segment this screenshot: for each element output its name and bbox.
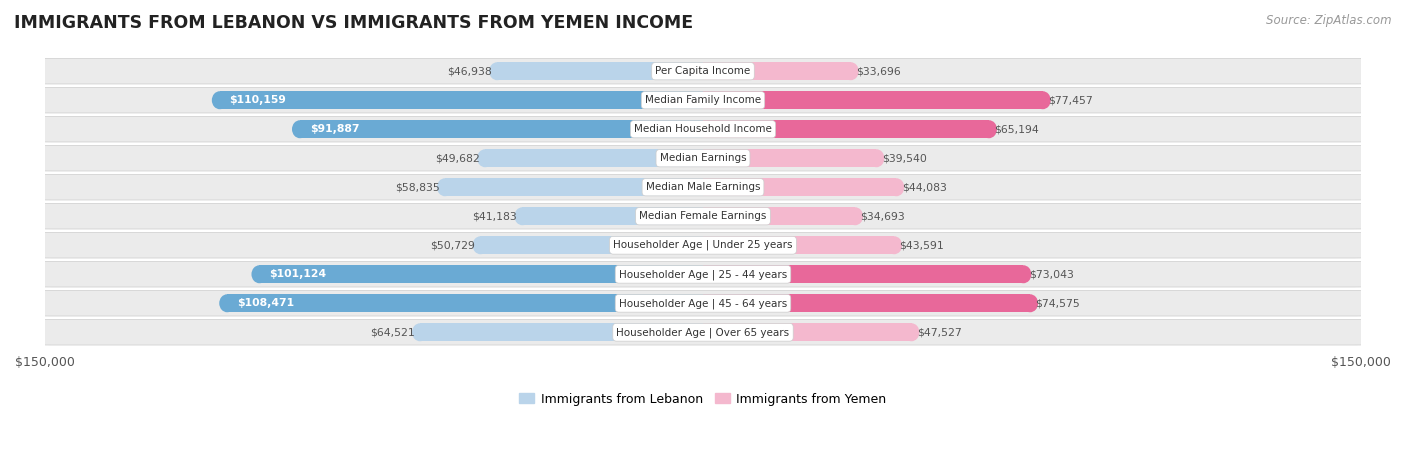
FancyBboxPatch shape [38,87,1368,113]
Text: $58,835: $58,835 [395,182,440,192]
Text: $73,043: $73,043 [1029,269,1074,279]
FancyBboxPatch shape [38,145,1368,171]
Text: $47,527: $47,527 [917,327,962,337]
Ellipse shape [1015,265,1032,283]
Text: $101,124: $101,124 [269,269,326,279]
Bar [498,62,703,80]
Ellipse shape [848,207,863,225]
Text: IMMIGRANTS FROM LEBANON VS IMMIGRANTS FROM YEMEN INCOME: IMMIGRANTS FROM LEBANON VS IMMIGRANTS FR… [14,14,693,32]
Ellipse shape [886,236,903,254]
Text: $64,521: $64,521 [370,327,415,337]
Ellipse shape [869,149,884,167]
FancyBboxPatch shape [38,204,1368,229]
Text: $50,729: $50,729 [430,240,475,250]
Bar [703,236,894,254]
Text: $44,083: $44,083 [901,182,946,192]
Ellipse shape [437,178,453,196]
Bar [259,265,703,283]
Ellipse shape [844,62,859,80]
Text: Householder Age | 45 - 64 years: Householder Age | 45 - 64 years [619,298,787,309]
Bar [703,149,876,167]
Bar [703,265,1024,283]
Ellipse shape [292,120,308,138]
Bar [481,236,703,254]
Ellipse shape [981,120,997,138]
Text: $46,938: $46,938 [447,66,492,76]
Text: Per Capita Income: Per Capita Income [655,66,751,76]
Text: $110,159: $110,159 [229,95,287,105]
Bar [703,294,1031,312]
Ellipse shape [515,207,530,225]
Text: Source: ZipAtlas.com: Source: ZipAtlas.com [1267,14,1392,27]
Bar [703,178,897,196]
Bar [703,120,988,138]
Bar [485,149,703,167]
Ellipse shape [904,323,920,341]
Bar [444,178,703,196]
Text: $91,887: $91,887 [309,124,360,134]
Bar [703,91,1043,109]
Bar [299,120,703,138]
Bar [228,294,703,312]
Text: $41,183: $41,183 [472,211,517,221]
Ellipse shape [252,265,267,283]
Bar [522,207,703,225]
Ellipse shape [412,323,427,341]
Bar [420,323,703,341]
Text: Householder Age | Under 25 years: Householder Age | Under 25 years [613,240,793,250]
Text: $108,471: $108,471 [238,298,294,308]
FancyBboxPatch shape [38,233,1368,258]
Bar [219,91,703,109]
Ellipse shape [472,236,488,254]
Ellipse shape [889,178,904,196]
Text: Householder Age | Over 65 years: Householder Age | Over 65 years [616,327,790,338]
Text: Householder Age | 25 - 44 years: Householder Age | 25 - 44 years [619,269,787,280]
Text: $33,696: $33,696 [856,66,901,76]
Ellipse shape [1022,294,1038,312]
Text: $34,693: $34,693 [860,211,905,221]
Bar [703,207,855,225]
FancyBboxPatch shape [38,116,1368,142]
Text: $49,682: $49,682 [434,153,479,163]
Text: Median Earnings: Median Earnings [659,153,747,163]
FancyBboxPatch shape [38,175,1368,200]
FancyBboxPatch shape [38,290,1368,316]
Legend: Immigrants from Lebanon, Immigrants from Yemen: Immigrants from Lebanon, Immigrants from… [515,388,891,410]
Text: Median Male Earnings: Median Male Earnings [645,182,761,192]
Text: Median Family Income: Median Family Income [645,95,761,105]
Ellipse shape [219,294,235,312]
Ellipse shape [212,91,228,109]
Text: $77,457: $77,457 [1047,95,1092,105]
Ellipse shape [1035,91,1050,109]
Text: $43,591: $43,591 [900,240,945,250]
Text: $65,194: $65,194 [994,124,1039,134]
Ellipse shape [477,149,494,167]
Text: $74,575: $74,575 [1035,298,1080,308]
Text: Median Female Earnings: Median Female Earnings [640,211,766,221]
FancyBboxPatch shape [38,262,1368,287]
Bar [703,62,851,80]
Bar [703,323,911,341]
FancyBboxPatch shape [38,58,1368,84]
Text: $39,540: $39,540 [882,153,927,163]
FancyBboxPatch shape [38,319,1368,345]
Text: Median Household Income: Median Household Income [634,124,772,134]
Ellipse shape [489,62,505,80]
